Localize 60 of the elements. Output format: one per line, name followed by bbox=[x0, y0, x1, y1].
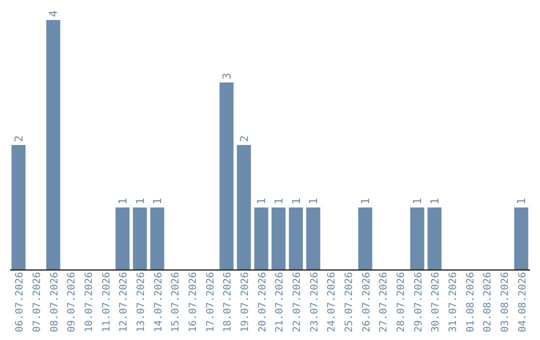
bar bbox=[150, 208, 164, 270]
x-tick-label: 01.08.2026 bbox=[465, 272, 476, 332]
x-tick-label: 31.07.2026 bbox=[448, 272, 459, 332]
x-tick-label: 10.07.2026 bbox=[84, 272, 95, 332]
x-tick-label: 25.07.2026 bbox=[344, 272, 355, 332]
data-label: 2 bbox=[238, 135, 251, 142]
x-tick-label: 13.07.2026 bbox=[136, 272, 147, 332]
x-tick-label: 02.08.2026 bbox=[482, 272, 494, 332]
data-label: 1 bbox=[307, 198, 320, 204]
data-label: 4 bbox=[47, 10, 60, 17]
data-label: 1 bbox=[134, 198, 147, 204]
x-tick-label: 08.07.2026 bbox=[49, 272, 60, 332]
data-label: 1 bbox=[290, 198, 303, 204]
x-tick-label: 07.07.2026 bbox=[32, 272, 43, 332]
x-tick-label: 19.07.2026 bbox=[240, 272, 251, 332]
x-tick-label: 26.07.2026 bbox=[361, 272, 372, 332]
bar bbox=[46, 20, 60, 270]
x-tick-label: 22.07.2026 bbox=[292, 272, 303, 332]
data-label: 1 bbox=[116, 198, 130, 204]
x-tick-label: 15.07.2026 bbox=[170, 272, 182, 332]
bar bbox=[132, 208, 147, 270]
bar bbox=[428, 208, 442, 270]
bar bbox=[220, 82, 234, 270]
x-tick-label: 04.08.2026 bbox=[517, 272, 528, 332]
x-tick-label: 29.07.2026 bbox=[413, 272, 424, 332]
x-tick-label: 06.07.2026 bbox=[14, 272, 26, 332]
x-tick-label: 30.07.2026 bbox=[430, 272, 442, 332]
data-label: 1 bbox=[359, 198, 372, 204]
data-label: 1 bbox=[428, 198, 442, 204]
x-tick-label: 28.07.2026 bbox=[396, 272, 407, 332]
x-tick-label: 23.07.2026 bbox=[309, 272, 320, 332]
bar bbox=[410, 208, 424, 270]
bar bbox=[254, 208, 268, 270]
bar bbox=[306, 208, 320, 270]
x-tick-label: 27.07.2026 bbox=[378, 272, 390, 332]
x-tick-label: 20.07.2026 bbox=[257, 272, 268, 332]
x-tick-label: 03.08.2026 bbox=[500, 272, 511, 332]
x-tick-label: 16.07.2026 bbox=[188, 272, 199, 332]
bar bbox=[236, 145, 251, 270]
data-label: 3 bbox=[220, 72, 234, 80]
bar bbox=[358, 208, 372, 270]
bar bbox=[116, 208, 130, 270]
data-label: 1 bbox=[151, 198, 164, 204]
bar bbox=[288, 208, 303, 270]
x-tick-label: 14.07.2026 bbox=[153, 272, 164, 332]
bar bbox=[12, 145, 26, 270]
x-tick-label: 11.07.2026 bbox=[101, 272, 112, 332]
data-label: 1 bbox=[272, 198, 286, 204]
data-label: 1 bbox=[255, 198, 268, 204]
x-tick-label: 09.07.2026 bbox=[66, 272, 78, 332]
bar bbox=[514, 208, 528, 270]
x-tick-label: 24.07.2026 bbox=[326, 272, 338, 332]
data-label: 1 bbox=[411, 198, 424, 204]
x-tick-label: 12.07.2026 bbox=[118, 272, 130, 332]
x-tick-label: 17.07.2026 bbox=[205, 272, 216, 332]
data-label: 1 bbox=[515, 198, 528, 204]
bar bbox=[272, 208, 286, 270]
x-tick-label: 21.07.2026 bbox=[274, 272, 286, 332]
data-label: 2 bbox=[12, 135, 26, 142]
x-tick-label: 18.07.2026 bbox=[222, 272, 234, 332]
